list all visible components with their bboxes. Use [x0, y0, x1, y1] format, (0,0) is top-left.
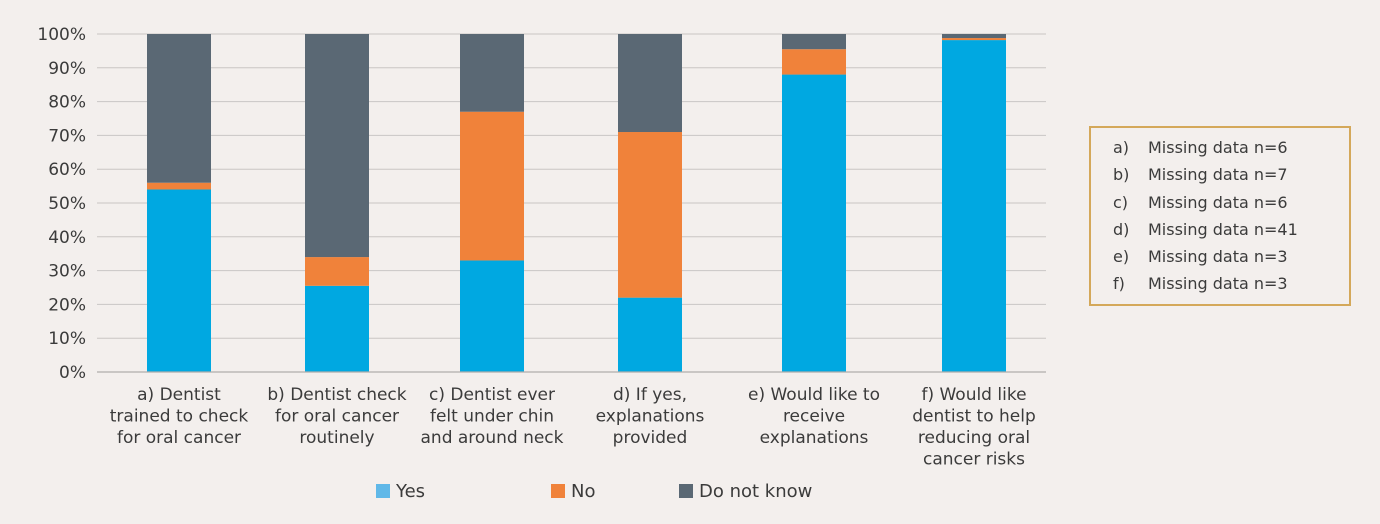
note-row: c) Missing data n=6 [1113, 189, 1349, 216]
x-category-label-line: routinely [299, 428, 374, 448]
bar-segment [618, 297, 682, 372]
note-letter: e) [1113, 247, 1130, 267]
bar-segment [618, 34, 682, 133]
y-tick-label: 60% [48, 160, 86, 180]
x-category-label-line: reducing oral [918, 428, 1030, 448]
x-category-label-line: f) Would like [921, 385, 1026, 405]
bar-segment [782, 34, 846, 50]
note-text: Missing data n=7 [1148, 165, 1288, 185]
x-category-label-line: e) Would like to [748, 385, 880, 405]
note-row: f) Missing data n=3 [1113, 270, 1349, 297]
note-text: Missing data n=6 [1148, 192, 1288, 212]
x-category-label-line: cancer risks [923, 450, 1025, 470]
y-tick-label: 10% [48, 329, 86, 349]
note-text: Missing data n=3 [1148, 247, 1288, 267]
bar-segment [782, 49, 846, 75]
x-category-label: d) If yes, explanations provided [596, 385, 705, 448]
x-category-label-line: a) Dentist [137, 385, 221, 405]
bar-segment [147, 182, 211, 190]
x-category-label: b) Dentist check for oral cancer routinely [267, 385, 406, 448]
bar-segment [782, 74, 846, 372]
note-row: b) Missing data n=7 [1113, 161, 1349, 188]
y-tick-label: 20% [48, 295, 86, 315]
note-row: a) Missing data n=6 [1113, 134, 1349, 161]
x-category-label: f) Would like dentist to help reducing ora… [912, 385, 1036, 470]
bar-segment [618, 132, 682, 298]
note-letter: c) [1113, 192, 1129, 212]
y-tick-label: 0% [59, 363, 86, 383]
legend-swatch [376, 484, 390, 498]
y-tick-label: 90% [48, 59, 86, 79]
bar-segment [460, 34, 524, 112]
bar-segment [305, 34, 369, 258]
bar-segment [942, 38, 1006, 41]
x-category-label-line: trained to check [110, 407, 249, 427]
x-category-label-line: explanations [596, 407, 705, 427]
y-tick-label: 30% [48, 262, 86, 282]
x-category-label-line: explanations [760, 428, 869, 448]
legend-label: No [571, 481, 595, 502]
note-text: Missing data n=6 [1148, 138, 1288, 157]
bar-segment [942, 34, 1006, 39]
note-row: e) Missing data n=3 [1113, 243, 1349, 270]
x-category-label-line: d) If yes, [613, 385, 687, 405]
x-category-label-line: b) Dentist check [267, 385, 406, 405]
x-category-label-line: for oral cancer [275, 407, 399, 427]
bar-segment [942, 40, 1006, 373]
bar-segment [460, 111, 524, 261]
x-category-label-line: receive [783, 407, 845, 427]
x-category-label: c) Dentist ever felt under chin and around… [421, 385, 564, 448]
note-letter: f) [1113, 274, 1125, 294]
y-tick-label: 100% [37, 25, 86, 45]
bar-segment [147, 189, 211, 372]
y-tick-label: 80% [48, 93, 86, 113]
y-tick-label: 50% [48, 194, 86, 214]
x-category-label-line: dentist to help [912, 407, 1036, 427]
note-text: Missing data n=3 [1148, 274, 1288, 294]
bar-segment [460, 260, 524, 372]
bar-segment [147, 34, 211, 183]
note-letter: d) [1113, 219, 1130, 239]
note-letter: a) [1113, 138, 1130, 157]
note-letter: b) [1113, 165, 1130, 185]
bar-segment [305, 257, 369, 286]
y-tick-label: 40% [48, 228, 86, 248]
x-category-label-line: provided [613, 428, 688, 448]
note-row: d) Missing data n=41 [1113, 216, 1349, 243]
legend-label: Do not know [699, 481, 812, 502]
note-text: Missing data n=41 [1148, 219, 1298, 239]
y-tick-label: 70% [48, 126, 86, 146]
legend-swatch [551, 484, 565, 498]
x-category-label-line: felt under chin [430, 407, 554, 427]
x-category-label-line: c) Dentist ever [429, 385, 555, 405]
legend-label: Yes [395, 481, 425, 502]
x-category-label: e) Would like to receive explanations [748, 385, 880, 448]
bar-segment [305, 285, 369, 372]
legend-swatch [679, 484, 693, 498]
missing-data-notes: a) Missing data n=6 b) Missing data n=7 … [1089, 126, 1351, 306]
x-category-label-line: for oral cancer [117, 428, 241, 448]
x-category-label: a) Dentist trained to check for oral cance… [110, 385, 249, 448]
x-category-label-line: and around neck [421, 428, 564, 448]
